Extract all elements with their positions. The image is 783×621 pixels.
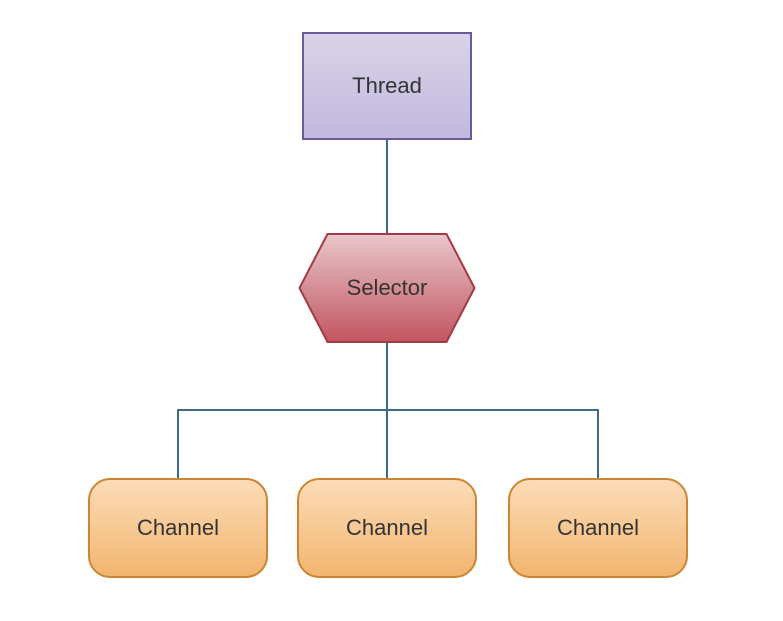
selector-node: Selector <box>299 234 475 342</box>
channel-label-2: Channel <box>346 515 428 541</box>
channel-node-3: Channel <box>508 478 688 578</box>
selector-diagram: Thread Selector Channel Channel Channel <box>0 0 783 621</box>
selector-label: Selector <box>299 275 475 301</box>
thread-node: Thread <box>302 32 472 140</box>
channel-label-3: Channel <box>557 515 639 541</box>
channel-node-2: Channel <box>297 478 477 578</box>
channel-label-1: Channel <box>137 515 219 541</box>
thread-label: Thread <box>352 73 422 99</box>
channel-node-1: Channel <box>88 478 268 578</box>
